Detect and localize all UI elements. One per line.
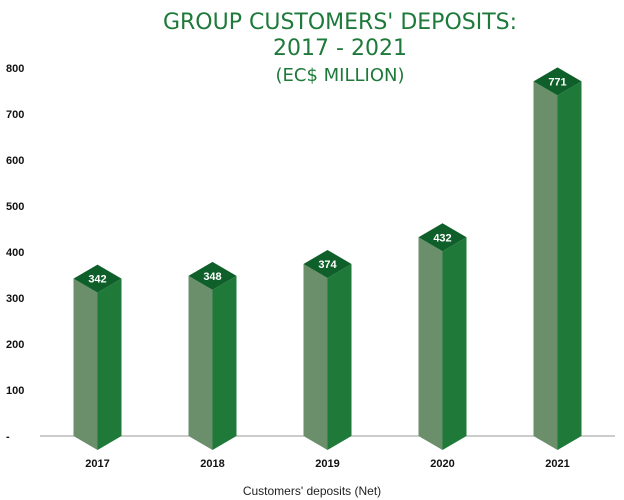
bar-data-label: 374 bbox=[318, 259, 337, 271]
y-tick-label: 200 bbox=[6, 339, 24, 351]
y-tick-label: 300 bbox=[6, 293, 24, 305]
bar-data-label: 348 bbox=[203, 271, 221, 283]
y-tick-label: 400 bbox=[6, 247, 24, 259]
x-tick-label: 2019 bbox=[315, 458, 339, 470]
bar-data-label: 432 bbox=[433, 232, 451, 244]
bar-top bbox=[188, 261, 237, 290]
y-tick-label: 700 bbox=[6, 109, 24, 121]
y-tick-label: 600 bbox=[6, 155, 24, 167]
bar-side-face bbox=[442, 237, 467, 450]
bar-side-face bbox=[97, 278, 122, 450]
bar-top bbox=[533, 67, 582, 96]
bar-data-label: 771 bbox=[548, 76, 566, 88]
x-tick-label: 2020 bbox=[430, 458, 454, 470]
bar-top bbox=[418, 223, 467, 252]
chart-title-line-2: 2017 - 2021 bbox=[273, 36, 407, 62]
y-tick-label: - bbox=[6, 431, 10, 443]
bar-side-face bbox=[557, 81, 582, 450]
bar-top bbox=[303, 249, 352, 278]
bar-front-face bbox=[533, 81, 558, 450]
bar-top bbox=[73, 264, 122, 293]
chart-title: GROUP CUSTOMERS' DEPOSITS: 2017 - 2021 (… bbox=[0, 0, 624, 86]
x-tick-label: 2018 bbox=[200, 458, 224, 470]
y-tick-label: 100 bbox=[6, 385, 24, 397]
bar-side-face bbox=[327, 263, 352, 450]
bar-front-face bbox=[188, 275, 213, 450]
bar-front-face bbox=[303, 263, 328, 450]
chart-title-line-1: GROUP CUSTOMERS' DEPOSITS: bbox=[162, 10, 518, 35]
y-tick-label: 500 bbox=[6, 201, 24, 213]
bar-data-label: 342 bbox=[88, 274, 106, 286]
x-axis-title: Customers' deposits (Net) bbox=[242, 484, 382, 498]
x-tick-label: 2017 bbox=[85, 458, 109, 470]
y-tick-label: 800 bbox=[6, 63, 24, 75]
bar-front-face bbox=[73, 278, 98, 450]
bar-front-face bbox=[418, 237, 443, 450]
bar-side-face bbox=[212, 275, 237, 450]
chart-title-line-3: (EC$ MILLION) bbox=[275, 64, 405, 86]
x-tick-label: 2021 bbox=[545, 458, 569, 470]
